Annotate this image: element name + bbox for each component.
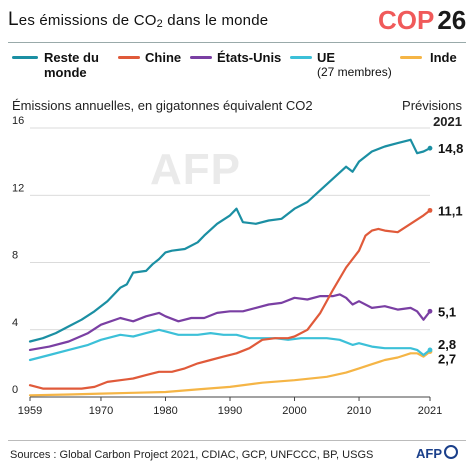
y-tick-label-8: 8 xyxy=(12,250,18,262)
afp-logo-mark xyxy=(444,445,458,459)
y-tick-label-0: 0 xyxy=(12,384,18,396)
x-tick-label-2010: 2010 xyxy=(347,405,371,417)
cop-badge-text: COP xyxy=(378,5,435,35)
series-endpoint-3 xyxy=(427,347,433,353)
title-tail: dans le monde xyxy=(162,12,269,29)
legend-label-chine: Chine xyxy=(145,50,182,65)
y-tick-label-12: 12 xyxy=(12,182,24,194)
header-divider xyxy=(8,42,466,43)
forecast-label: Prévisions xyxy=(402,98,462,113)
footer-divider xyxy=(8,440,466,441)
cop-badge: COP 26 xyxy=(378,5,466,36)
legend-label-etats-unis: États-Unis xyxy=(217,50,282,65)
legend-label-inde: Inde xyxy=(430,50,457,65)
end-label-2: 5,1 xyxy=(438,304,456,319)
legend-label-ue-name: UE xyxy=(317,50,336,65)
afp-logo: AFP xyxy=(416,445,458,461)
x-tick-label-1970: 1970 xyxy=(89,405,113,417)
page-title: Les émissions de CO2 dans le monde xyxy=(8,9,268,31)
y-tick-label-16: 16 xyxy=(12,115,24,127)
x-tick-label-1959: 1959 xyxy=(18,405,42,417)
series-endpoint-1 xyxy=(427,207,433,213)
end-label-3: 2,8 xyxy=(438,337,456,352)
legend-swatch-etats-unis xyxy=(190,56,212,59)
x-tick-label-2000: 2000 xyxy=(282,405,306,417)
end-label-4: 2,7 xyxy=(438,352,456,367)
y-tick-label-4: 4 xyxy=(12,317,18,329)
afp-watermark: AFP xyxy=(150,145,241,194)
forecast-note: Prévisions 2021 xyxy=(402,98,462,130)
legend-label-reste: Reste du monde xyxy=(44,50,99,80)
x-tick-label-1990: 1990 xyxy=(218,405,242,417)
series-line-2 xyxy=(28,293,432,351)
title-sub: 2 xyxy=(156,18,163,30)
x-tick-label-1980: 1980 xyxy=(153,405,177,417)
source-note: Sources : Global Carbon Project 2021, CD… xyxy=(10,449,374,461)
series-endpoint-0 xyxy=(427,145,433,151)
legend-swatch-ue xyxy=(290,56,312,59)
legend-swatch-inde xyxy=(400,56,422,59)
forecast-year: 2021 xyxy=(433,114,462,129)
legend-swatch-reste xyxy=(12,56,38,59)
cop-badge-number: 26 xyxy=(437,5,467,35)
legend-label-ue-note: (27 membres) xyxy=(317,65,392,79)
axis-ylabel: Émissions annuelles, en gigatonnes équiv… xyxy=(12,98,313,113)
title-rest: es émissions de CO xyxy=(18,12,157,29)
title-lead: L xyxy=(8,9,19,30)
afp-logo-text: AFP xyxy=(416,446,442,461)
series-line-1 xyxy=(28,209,432,390)
series-endpoint-2 xyxy=(427,308,433,314)
x-tick-label-2021: 2021 xyxy=(418,405,442,417)
end-label-0: 14,8 xyxy=(438,141,463,156)
end-label-1: 11,1 xyxy=(438,203,463,218)
legend-label-ue: UE (27 membres) xyxy=(317,50,392,80)
series-line-4 xyxy=(28,350,432,397)
series-line-3 xyxy=(28,328,432,362)
series-line-0 xyxy=(28,138,432,343)
legend-swatch-chine xyxy=(118,56,140,59)
